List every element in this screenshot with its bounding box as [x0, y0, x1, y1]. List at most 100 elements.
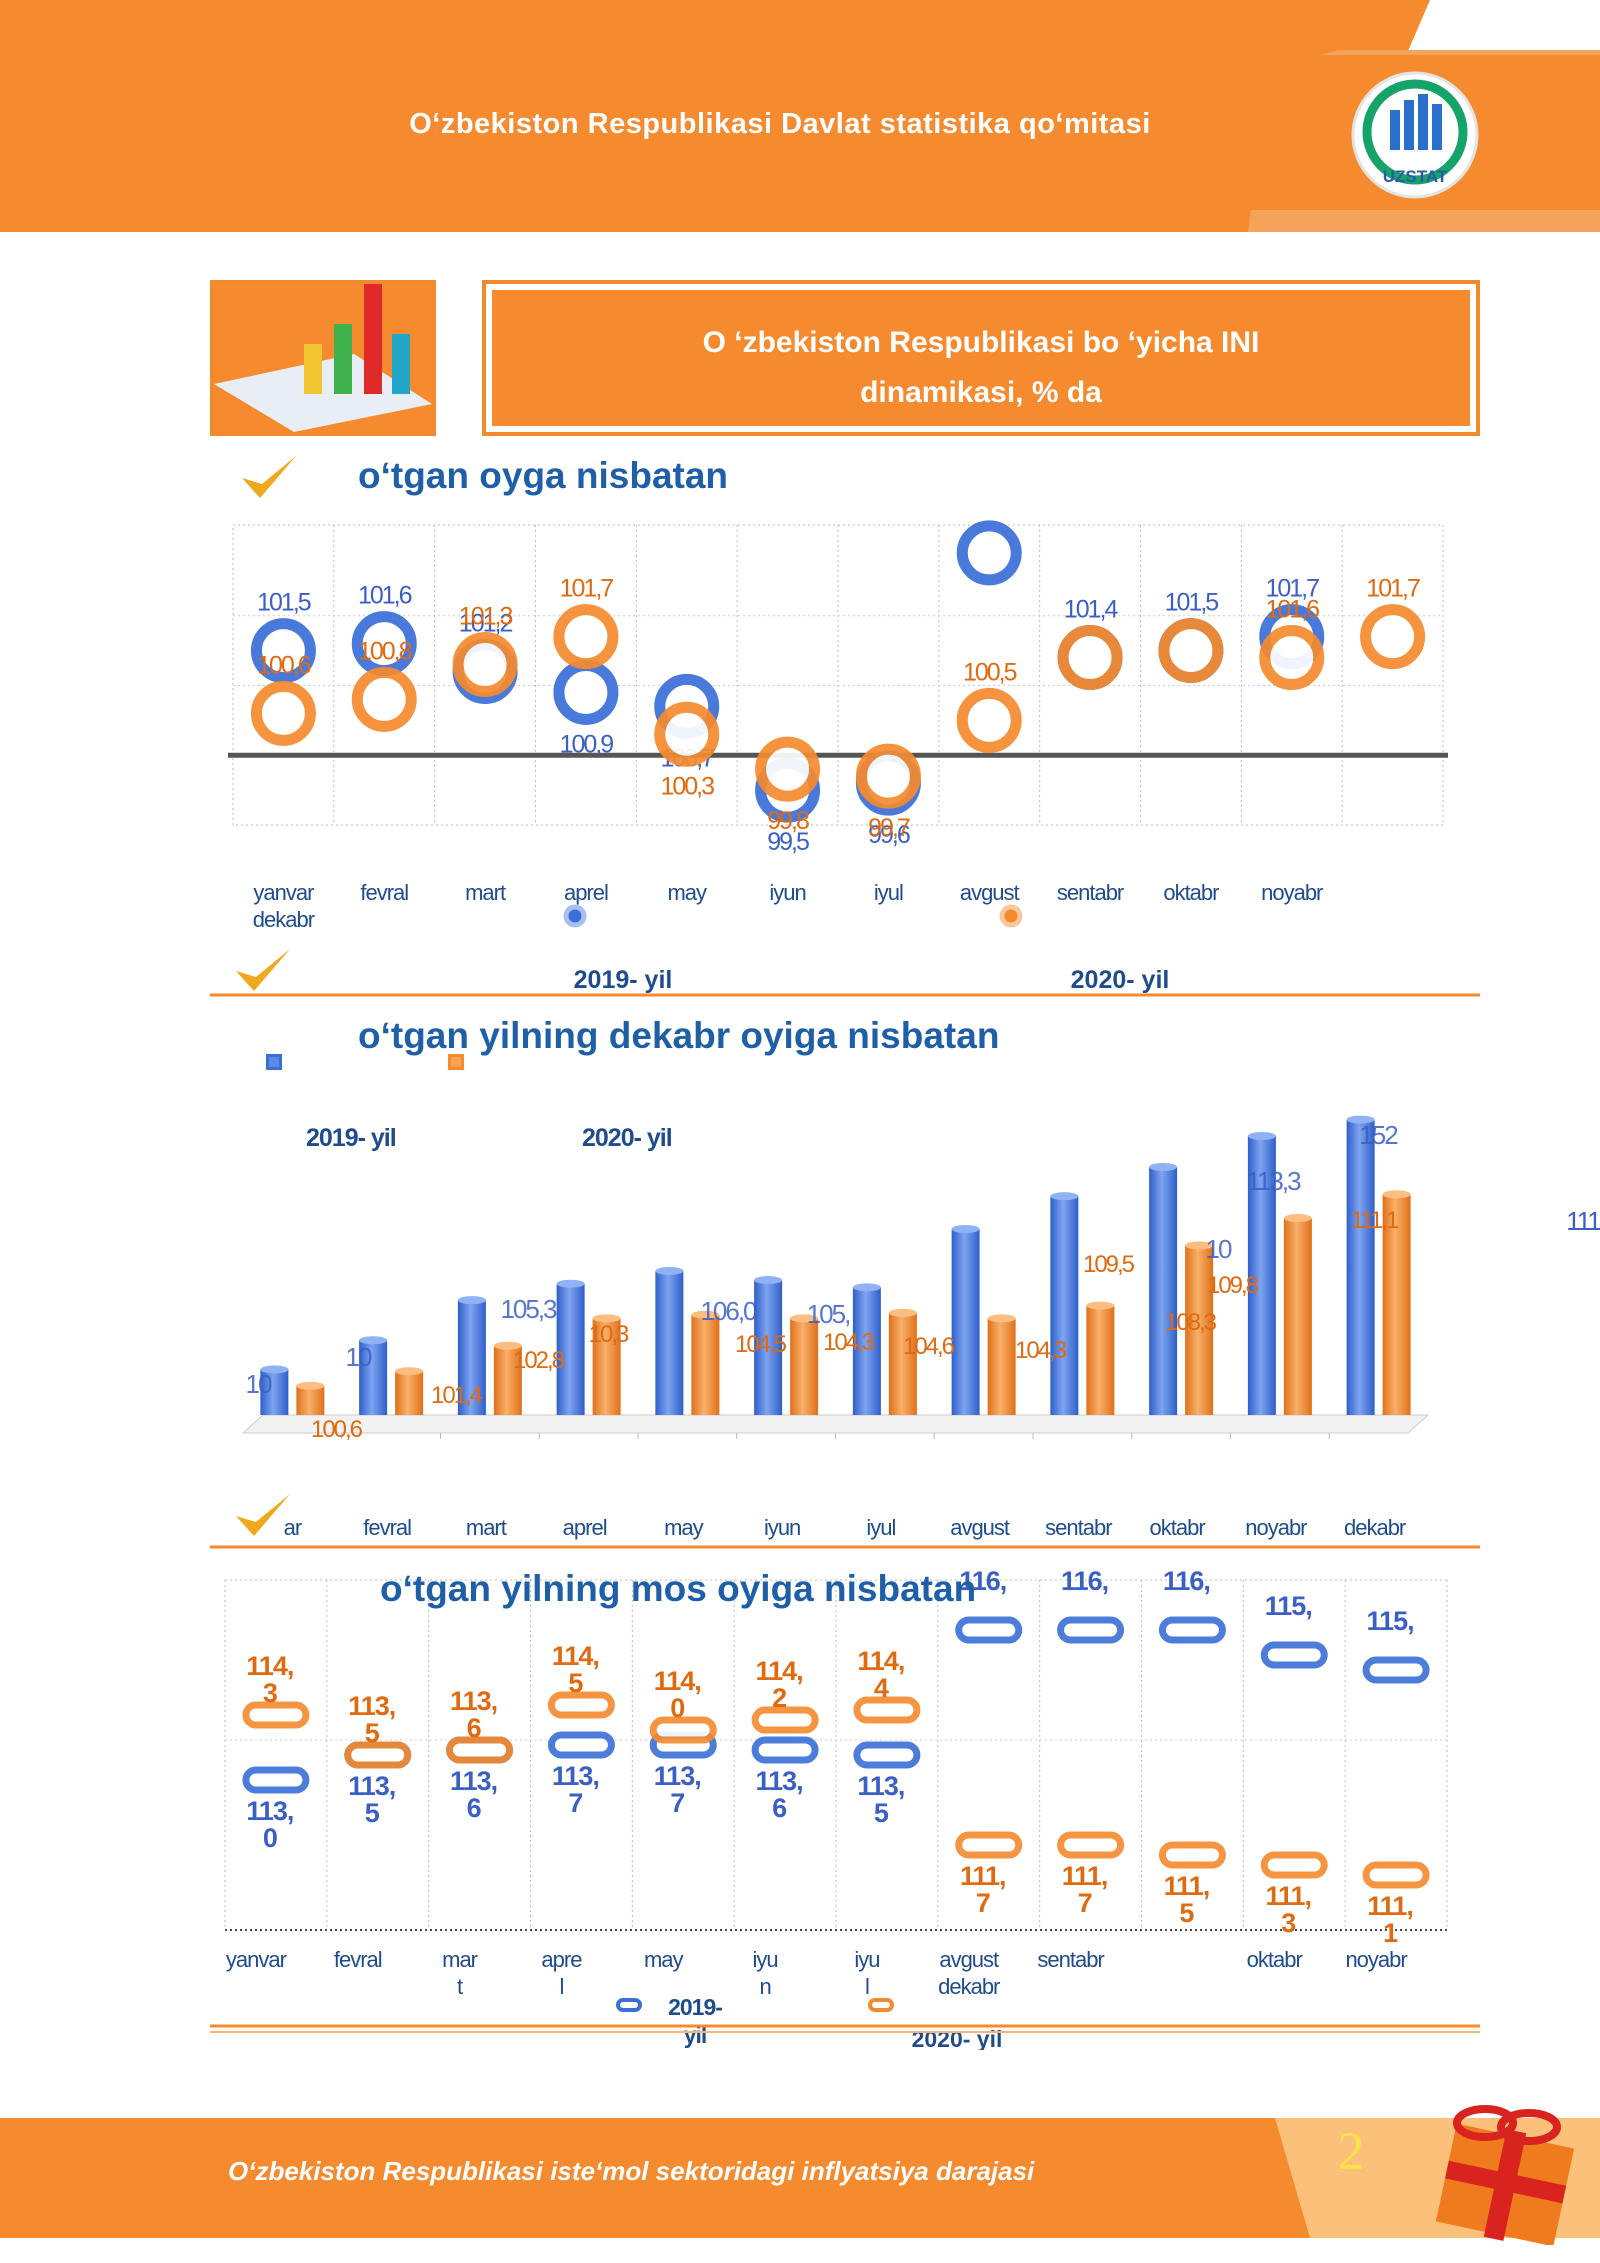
bar-2019 [359, 1340, 388, 1415]
bar-2019 [1050, 1196, 1079, 1415]
legend-label-2020: 2020- yil [582, 1124, 673, 1152]
bar-cap [655, 1266, 684, 1275]
pill-marker-2020 [1057, 1831, 1125, 1859]
bar-cap [457, 1296, 486, 1305]
gift-icon [1435, 2105, 1575, 2245]
data-label-2019: 10 [1206, 1234, 1232, 1264]
bar-cap [1346, 1115, 1375, 1124]
data-label: 113, 6 [450, 1686, 497, 1743]
data-label-2020: 104,3 [1015, 1337, 1067, 1364]
data-label: 116, [1061, 1570, 1108, 1596]
data-label: 114, 2 [756, 1656, 803, 1713]
x-tick-label: noyabr [1345, 1947, 1407, 1972]
data-label-2020: 104,3 [823, 1329, 875, 1356]
pill-marker-2020 [853, 1696, 921, 1724]
data-label-2019: 105,3 [500, 1294, 557, 1324]
data-label: 100,8 [358, 637, 412, 665]
x-tick-label: oktabr [1163, 880, 1219, 905]
pill-marker-2020 [751, 1706, 819, 1734]
header-title: O‘zbekiston Respublikasi Davlat statisti… [409, 108, 1151, 140]
data-label-2020: 104,6 [903, 1333, 955, 1360]
bar-cap [395, 1367, 424, 1376]
legend-marker-2019 [616, 1998, 642, 2012]
ring-marker-2020 [351, 666, 417, 732]
legend-swatch-2019 [266, 1054, 282, 1070]
bar-cap [1283, 1214, 1312, 1223]
bar-cap [1247, 1132, 1276, 1140]
bar-cap [556, 1279, 585, 1288]
pill-marker-2019 [1362, 1656, 1430, 1684]
ring-marker-2020 [250, 680, 316, 746]
legend-label-2019: 2019-yil [668, 1994, 722, 2048]
data-label: 113, 0 [246, 1796, 293, 1853]
data-label-2019: 106,0 [700, 1296, 757, 1326]
pill-marker-2019 [853, 1741, 921, 1769]
data-label: 100,5 [963, 658, 1017, 686]
data-label: 101,5 [1165, 589, 1219, 617]
data-label: 116, [959, 1570, 1006, 1596]
data-label-2020: 100,6 [311, 1416, 363, 1443]
ring-marker-2020 [553, 604, 619, 670]
bar-cap [359, 1336, 388, 1345]
bar-2020 [691, 1314, 720, 1415]
bar-2019 [655, 1270, 684, 1415]
bar-cap [1149, 1163, 1178, 1171]
ring-marker-2020 [855, 743, 921, 809]
pill-marker-2020 [649, 1716, 717, 1744]
data-label-extra: 111 [1566, 1206, 1600, 1236]
x-tick-label: fevral [363, 1515, 411, 1540]
data-label: 101,7 [560, 575, 614, 603]
data-label: 111, 7 [960, 1861, 1006, 1918]
legend-label-2019: 2019- yil [306, 1124, 397, 1152]
x-tick-label: iyul [866, 1515, 895, 1540]
bar-cap [691, 1310, 720, 1319]
x-tick-label: mart [466, 1515, 507, 1540]
svg-text:UZSTAT: UZSTAT [1383, 167, 1448, 186]
bar-cap [592, 1314, 621, 1323]
bar-2019 [260, 1369, 289, 1415]
bar-2019 [556, 1283, 585, 1415]
pill-marker-2020 [344, 1741, 412, 1769]
data-label: 100,6 [257, 651, 311, 679]
data-label: 99,7 [868, 814, 910, 842]
pill-marker-2019 [1057, 1616, 1125, 1644]
bar-cap [754, 1276, 783, 1285]
legend-marker-2020 [868, 1998, 894, 2012]
x-tick-label: may [664, 1515, 704, 1540]
x-tick-label: iyun [764, 1515, 800, 1540]
data-label: 113, 6 [756, 1766, 803, 1823]
chart1-title: o‘tgan oyga nisbatan [358, 455, 729, 496]
legend-label-2020: 2020- yil [912, 2026, 1003, 2050]
pill-marker-2020 [1362, 1861, 1430, 1889]
data-label: 114, 5 [552, 1641, 599, 1698]
section-title: O ‘zbekiston Respublikasi bo ‘yicha INI … [702, 326, 1260, 409]
pill-marker-2019 [1260, 1641, 1328, 1669]
data-label: 113, 7 [654, 1761, 701, 1818]
bar-2019 [457, 1300, 486, 1415]
ring-marker-2020 [1057, 625, 1123, 691]
bar-cap [852, 1283, 881, 1292]
ring-marker-2019 [250, 618, 316, 684]
checkmark-icon [236, 1494, 290, 1536]
checkmark-icon [236, 949, 290, 991]
pill-marker-2020 [547, 1691, 615, 1719]
x-tick-label: fevral [360, 880, 408, 905]
x-tick-label: ar [284, 1515, 302, 1540]
data-label: 113, 5 [348, 1771, 395, 1828]
ring-marker-2020 [452, 632, 518, 698]
bar-2020 [987, 1318, 1016, 1415]
data-label: 101,7 [1366, 575, 1420, 603]
data-label-2019: 10 [246, 1369, 272, 1399]
x-tick-label: yanvar [226, 1947, 287, 1972]
bar-2020 [1185, 1245, 1214, 1415]
bar-2020 [395, 1371, 424, 1415]
ring-marker-2020 [1360, 604, 1426, 670]
bar-cap [1050, 1192, 1079, 1201]
data-label-2019: 105, [807, 1299, 850, 1329]
header-band [0, 0, 1600, 232]
data-label: 101,6 [358, 582, 412, 610]
x-tick-label: aprel [563, 1515, 607, 1540]
